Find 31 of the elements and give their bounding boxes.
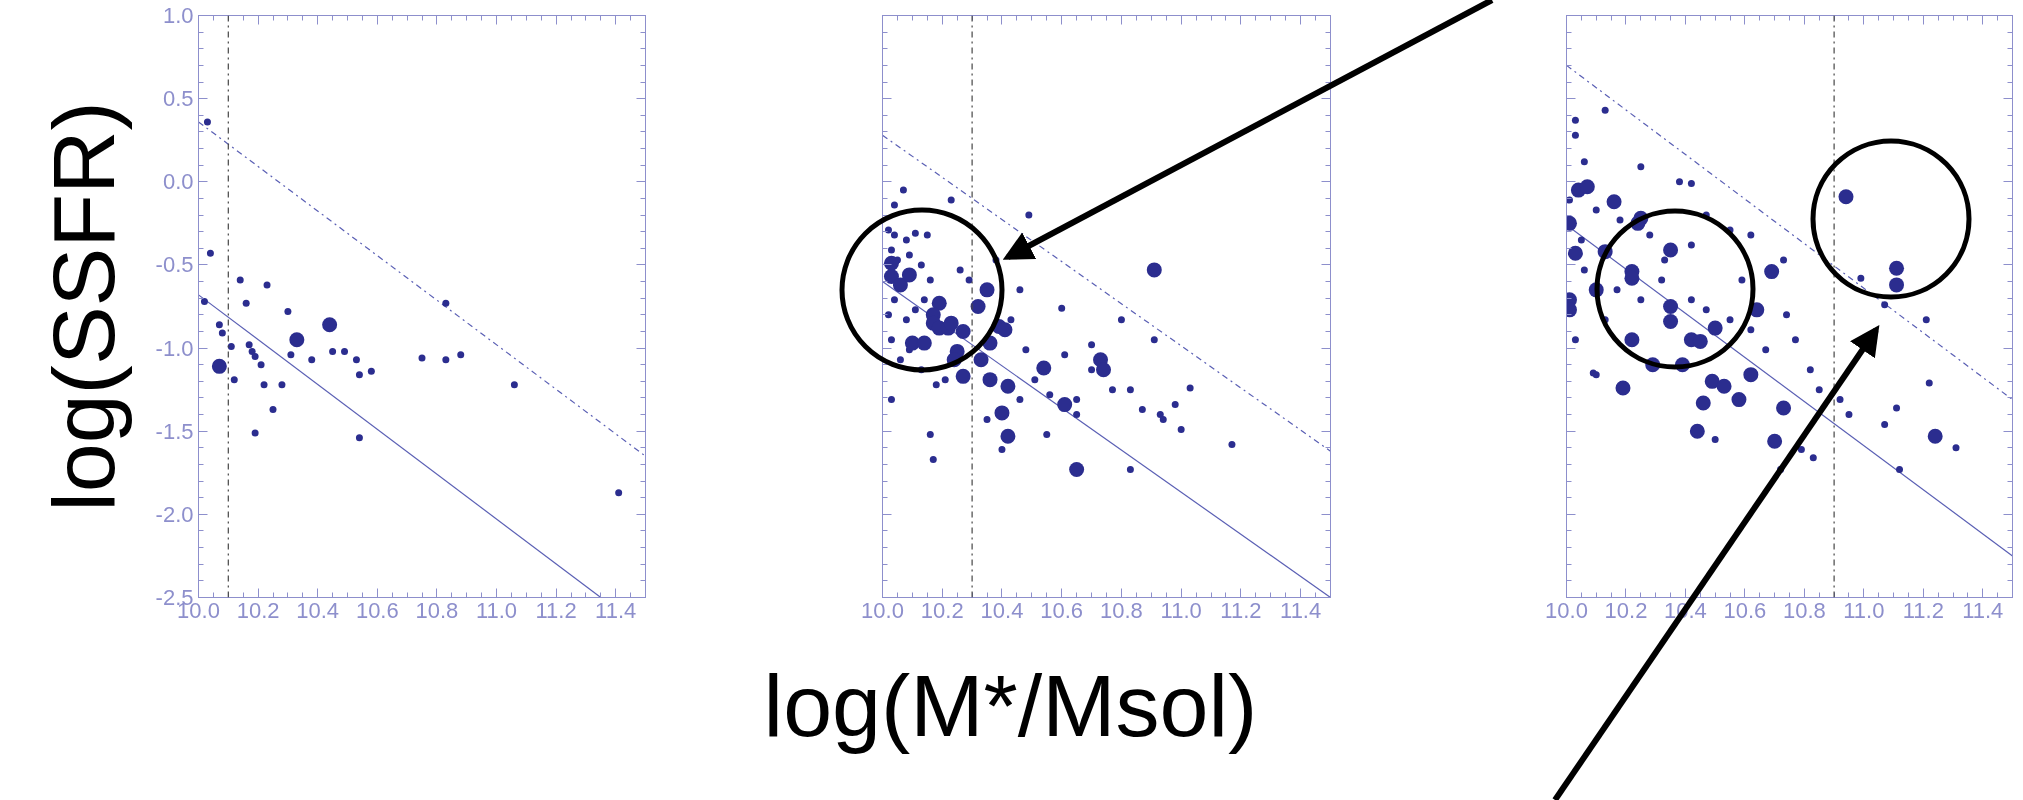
- y-tick-label: -0.5: [155, 252, 194, 278]
- x-tick-label: 10.2: [920, 597, 964, 623]
- x-tick-label: 10.2: [236, 597, 280, 623]
- x-tick-label: 10.8: [415, 597, 459, 623]
- y-tick-label: 1.0: [162, 3, 194, 28]
- x-tick-label: 10.8: [1782, 597, 1826, 623]
- x-tick-label: 10.6: [1040, 597, 1084, 623]
- x-tick-label: 10.0: [861, 597, 904, 623]
- y-axis-title: log(SSFR): [33, 101, 133, 512]
- x-tick-label: 11.2: [535, 597, 577, 623]
- x-tick-label: 11.0: [1843, 597, 1885, 623]
- y-tick-label: 0.5: [162, 86, 194, 112]
- y-tick-label: -1.5: [155, 418, 194, 444]
- x-tick-label: 11.0: [475, 597, 518, 623]
- x-tick-label: 11.4: [1962, 597, 2004, 623]
- y-tick-label: -1.0: [155, 335, 194, 361]
- x-tick-label: 11.4: [1280, 597, 1322, 623]
- x-tick-label: 11.2: [1220, 597, 1262, 623]
- x-tick-label: 10.6: [1723, 597, 1767, 623]
- y-tick-label: -2.0: [155, 501, 194, 527]
- y-tick-label: 0.0: [162, 169, 194, 195]
- x-tick-label: 11.4: [595, 597, 637, 623]
- x-tick-label: 10.8: [1100, 597, 1143, 623]
- x-tick-label: 10.4: [296, 597, 340, 623]
- x-axis-title: log(M*/Msol): [763, 656, 1258, 755]
- x-tick-label: 10.0: [1545, 597, 1588, 623]
- x-tick-label: 10.2: [1604, 597, 1648, 623]
- x-tick-label: 10.4: [980, 597, 1024, 623]
- x-tick-label: 11.2: [1902, 597, 1944, 623]
- x-tick-label: 10.6: [355, 597, 399, 623]
- x-tick-label: 11.0: [1160, 597, 1202, 623]
